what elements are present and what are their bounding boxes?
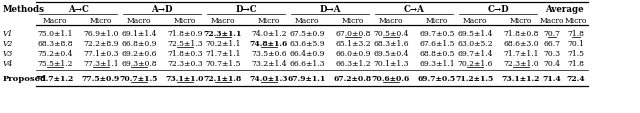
Text: 66.0±0.9: 66.0±0.9 — [335, 50, 371, 58]
Text: Micro: Micro — [174, 17, 196, 25]
Text: D→C: D→C — [235, 4, 257, 13]
Text: 70.3: 70.3 — [543, 50, 561, 58]
Text: Micro: Micro — [90, 17, 112, 25]
Text: 71.8±0.9: 71.8±0.9 — [167, 30, 203, 38]
Text: Macro: Macro — [295, 17, 319, 25]
Text: Macro: Macro — [463, 17, 487, 25]
Text: V2: V2 — [3, 40, 13, 48]
Text: 70.6±0.6: 70.6±0.6 — [372, 74, 410, 82]
Text: 70.2±1.1: 70.2±1.1 — [205, 40, 241, 48]
Text: 75.2±0.4: 75.2±0.4 — [37, 50, 73, 58]
Text: D→A: D→A — [319, 4, 340, 13]
Text: 72.1±1.8: 72.1±1.8 — [204, 74, 242, 82]
Text: 69.1±1.4: 69.1±1.4 — [121, 30, 157, 38]
Text: 77.5±0.9: 77.5±0.9 — [82, 74, 120, 82]
Text: 70.5±0.4: 70.5±0.4 — [373, 30, 409, 38]
Text: 71.8±0.8: 71.8±0.8 — [503, 30, 539, 38]
Text: Micro: Micro — [258, 17, 280, 25]
Text: 75.7±1.2: 75.7±1.2 — [36, 74, 74, 82]
Text: 67.5±0.9: 67.5±0.9 — [289, 30, 324, 38]
Text: 72.3±1.1: 72.3±1.1 — [204, 30, 242, 38]
Text: C→D: C→D — [487, 4, 509, 13]
Text: Macro: Macro — [127, 17, 151, 25]
Text: Micro: Micro — [342, 17, 364, 25]
Text: Proposed: Proposed — [3, 74, 47, 82]
Text: 71.8: 71.8 — [568, 59, 584, 67]
Text: 66.8±0.9: 66.8±0.9 — [121, 40, 157, 48]
Text: Macro: Macro — [540, 17, 564, 25]
Text: 68.8±0.5: 68.8±0.5 — [419, 50, 455, 58]
Text: 77.1±0.3: 77.1±0.3 — [83, 50, 119, 58]
Text: 73.1±1.2: 73.1±1.2 — [502, 74, 540, 82]
Text: 72.4: 72.4 — [566, 74, 586, 82]
Text: A→D: A→D — [151, 4, 173, 13]
Text: 71.5: 71.5 — [568, 50, 584, 58]
Text: 65.1±3.2: 65.1±3.2 — [335, 40, 371, 48]
Text: 74.0±1.2: 74.0±1.2 — [252, 30, 287, 38]
Text: Micro: Micro — [426, 17, 448, 25]
Text: 66.4±0.9: 66.4±0.9 — [289, 50, 324, 58]
Text: 71.8±0.3: 71.8±0.3 — [167, 50, 203, 58]
Text: 71.7±1.1: 71.7±1.1 — [503, 50, 539, 58]
Text: Micro: Micro — [510, 17, 532, 25]
Text: 63.6±5.9: 63.6±5.9 — [289, 40, 325, 48]
Text: 71.8: 71.8 — [568, 30, 584, 38]
Text: 66.3±1.2: 66.3±1.2 — [335, 59, 371, 67]
Text: 69.7±1.4: 69.7±1.4 — [457, 50, 493, 58]
Text: 73.2±1.4: 73.2±1.4 — [251, 59, 287, 67]
Text: 66.7: 66.7 — [543, 40, 561, 48]
Text: 67.2±0.8: 67.2±0.8 — [334, 74, 372, 82]
Text: 76.9±1.0: 76.9±1.0 — [83, 30, 119, 38]
Text: 69.7±0.5: 69.7±0.5 — [419, 30, 455, 38]
Text: A→C: A→C — [68, 4, 88, 13]
Text: 69.2±0.6: 69.2±0.6 — [121, 50, 157, 58]
Text: 67.6±1.5: 67.6±1.5 — [419, 40, 455, 48]
Text: 74.8±1.6: 74.8±1.6 — [250, 40, 288, 48]
Text: Methods: Methods — [3, 4, 45, 13]
Text: 70.7: 70.7 — [543, 30, 561, 38]
Text: 73.1±1.0: 73.1±1.0 — [166, 74, 204, 82]
Text: 67.9±1.1: 67.9±1.1 — [288, 74, 326, 82]
Text: 69.3±0.8: 69.3±0.8 — [121, 59, 157, 67]
Text: 75.5±1.2: 75.5±1.2 — [37, 59, 73, 67]
Text: 70.4: 70.4 — [543, 59, 561, 67]
Text: 72.3±1.0: 72.3±1.0 — [503, 59, 539, 67]
Text: 68.3±8.8: 68.3±8.8 — [37, 40, 73, 48]
Text: Macro: Macro — [43, 17, 67, 25]
Text: C→A: C→A — [404, 4, 424, 13]
Text: 73.5±0.6: 73.5±0.6 — [251, 50, 287, 58]
Text: 75.0±1.1: 75.0±1.1 — [37, 30, 73, 38]
Text: 71.7±1.1: 71.7±1.1 — [205, 50, 241, 58]
Text: 70.1: 70.1 — [568, 40, 584, 48]
Text: Macro: Macro — [379, 17, 403, 25]
Text: 70.2±1.6: 70.2±1.6 — [457, 59, 493, 67]
Text: 70.7±1.5: 70.7±1.5 — [205, 59, 241, 67]
Text: 63.0±5.2: 63.0±5.2 — [457, 40, 493, 48]
Text: 77.3±1.1: 77.3±1.1 — [83, 59, 119, 67]
Text: 74.0±1.3: 74.0±1.3 — [250, 74, 288, 82]
Text: 68.6±3.0: 68.6±3.0 — [503, 40, 539, 48]
Text: Macro: Macro — [211, 17, 236, 25]
Text: Micro: Micro — [565, 17, 587, 25]
Text: 69.5±1.4: 69.5±1.4 — [457, 30, 493, 38]
Text: V1: V1 — [3, 30, 13, 38]
Text: 71.2±1.5: 71.2±1.5 — [456, 74, 494, 82]
Text: 70.1±1.3: 70.1±1.3 — [373, 59, 409, 67]
Text: 72.2±8.9: 72.2±8.9 — [83, 40, 119, 48]
Text: V4: V4 — [3, 59, 13, 67]
Text: 70.7±1.5: 70.7±1.5 — [120, 74, 158, 82]
Text: 69.3±1.1: 69.3±1.1 — [419, 59, 455, 67]
Text: 67.0±0.8: 67.0±0.8 — [335, 30, 371, 38]
Text: 69.5±0.4: 69.5±0.4 — [373, 50, 409, 58]
Text: 72.5±1.3: 72.5±1.3 — [167, 40, 203, 48]
Text: 66.6±1.3: 66.6±1.3 — [289, 59, 325, 67]
Text: V3: V3 — [3, 50, 13, 58]
Text: 68.3±1.6: 68.3±1.6 — [373, 40, 409, 48]
Text: 71.4: 71.4 — [543, 74, 561, 82]
Text: 69.7±0.5: 69.7±0.5 — [418, 74, 456, 82]
Text: Average: Average — [545, 4, 583, 13]
Text: 72.3±0.3: 72.3±0.3 — [167, 59, 203, 67]
